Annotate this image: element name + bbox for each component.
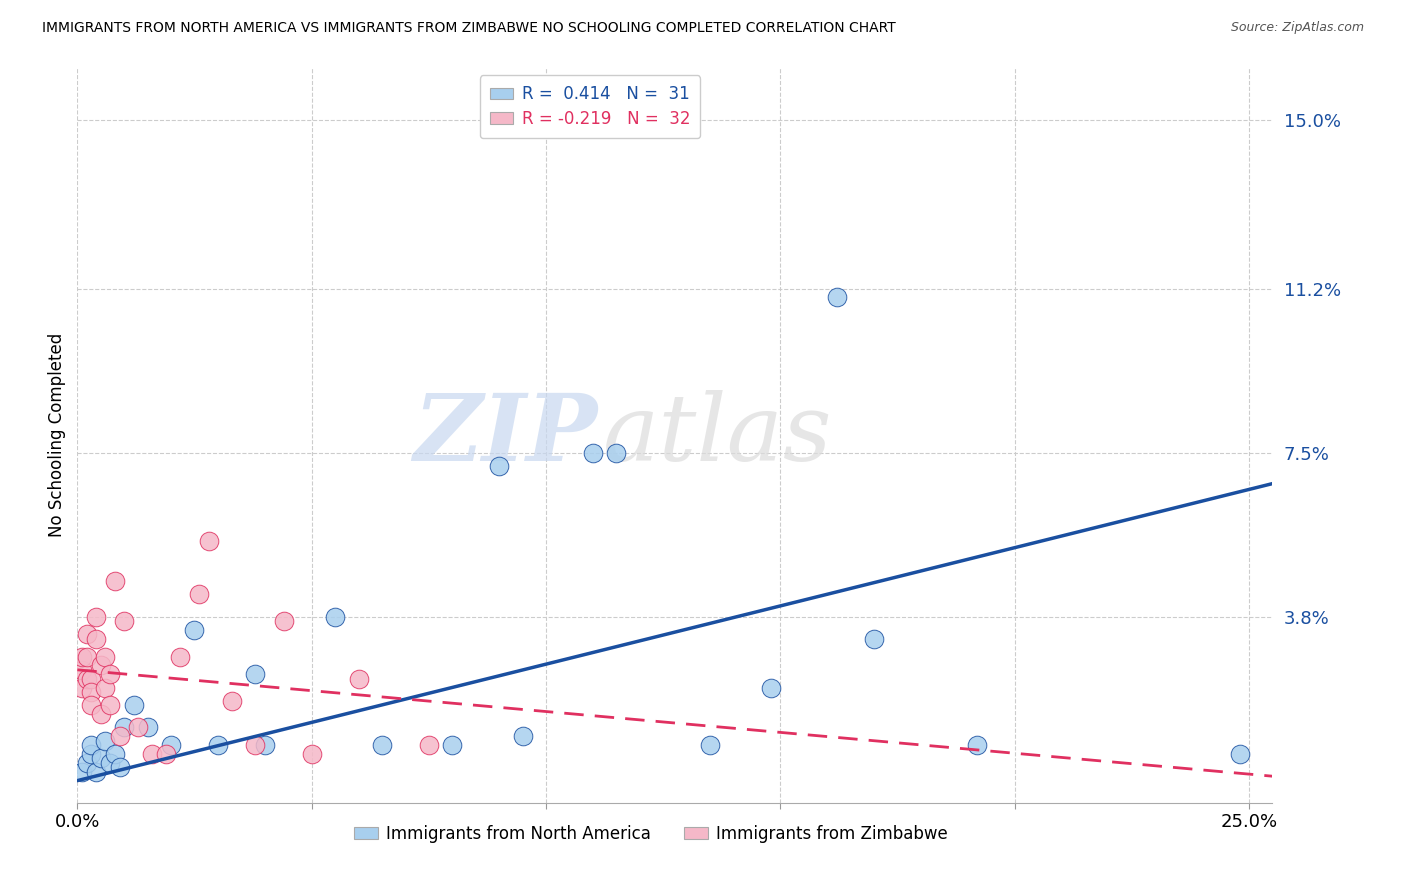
Point bbox=[90, 707, 112, 722]
Point bbox=[104, 747, 127, 761]
Point bbox=[347, 672, 370, 686]
Text: Source: ZipAtlas.com: Source: ZipAtlas.com bbox=[1230, 21, 1364, 35]
Point bbox=[323, 609, 346, 624]
Point bbox=[273, 614, 295, 628]
Point bbox=[966, 738, 988, 752]
Point bbox=[825, 290, 848, 304]
Point bbox=[84, 632, 107, 646]
Point bbox=[582, 445, 605, 459]
Point bbox=[136, 721, 159, 735]
Point bbox=[80, 685, 103, 699]
Point bbox=[104, 574, 127, 589]
Point bbox=[94, 733, 117, 747]
Point bbox=[80, 747, 103, 761]
Point bbox=[141, 747, 163, 761]
Point bbox=[108, 729, 131, 743]
Point bbox=[183, 623, 205, 637]
Point bbox=[80, 738, 103, 752]
Y-axis label: No Schooling Completed: No Schooling Completed bbox=[48, 333, 66, 537]
Point bbox=[112, 721, 135, 735]
Point bbox=[70, 663, 93, 677]
Point bbox=[127, 721, 149, 735]
Point bbox=[90, 658, 112, 673]
Point bbox=[759, 681, 782, 695]
Point bbox=[108, 760, 131, 774]
Point bbox=[245, 667, 267, 681]
Point bbox=[80, 698, 103, 713]
Point bbox=[488, 458, 510, 473]
Text: IMMIGRANTS FROM NORTH AMERICA VS IMMIGRANTS FROM ZIMBABWE NO SCHOOLING COMPLETED: IMMIGRANTS FROM NORTH AMERICA VS IMMIGRA… bbox=[42, 21, 896, 36]
Point bbox=[76, 627, 98, 641]
Point bbox=[169, 649, 191, 664]
Legend: Immigrants from North America, Immigrants from Zimbabwe: Immigrants from North America, Immigrant… bbox=[347, 818, 955, 850]
Point bbox=[371, 738, 394, 752]
Point bbox=[98, 667, 121, 681]
Point bbox=[188, 587, 211, 601]
Point bbox=[441, 738, 464, 752]
Point bbox=[197, 534, 219, 549]
Point bbox=[512, 729, 534, 743]
Point bbox=[84, 764, 107, 779]
Point bbox=[207, 738, 229, 752]
Point bbox=[70, 681, 93, 695]
Point bbox=[155, 747, 177, 761]
Point bbox=[301, 747, 323, 761]
Point bbox=[98, 698, 121, 713]
Point bbox=[70, 764, 93, 779]
Point bbox=[605, 445, 627, 459]
Point bbox=[80, 672, 103, 686]
Point bbox=[699, 738, 721, 752]
Point bbox=[76, 756, 98, 770]
Point bbox=[70, 649, 93, 664]
Point bbox=[90, 751, 112, 765]
Point bbox=[76, 672, 98, 686]
Point bbox=[84, 609, 107, 624]
Text: atlas: atlas bbox=[603, 390, 832, 480]
Point bbox=[863, 632, 886, 646]
Point bbox=[98, 756, 121, 770]
Point bbox=[253, 738, 276, 752]
Point bbox=[221, 694, 243, 708]
Point bbox=[245, 738, 267, 752]
Point bbox=[160, 738, 183, 752]
Point bbox=[94, 649, 117, 664]
Point bbox=[1229, 747, 1251, 761]
Point bbox=[418, 738, 440, 752]
Point bbox=[122, 698, 145, 713]
Point bbox=[112, 614, 135, 628]
Point bbox=[76, 649, 98, 664]
Text: ZIP: ZIP bbox=[413, 390, 598, 480]
Point bbox=[94, 681, 117, 695]
